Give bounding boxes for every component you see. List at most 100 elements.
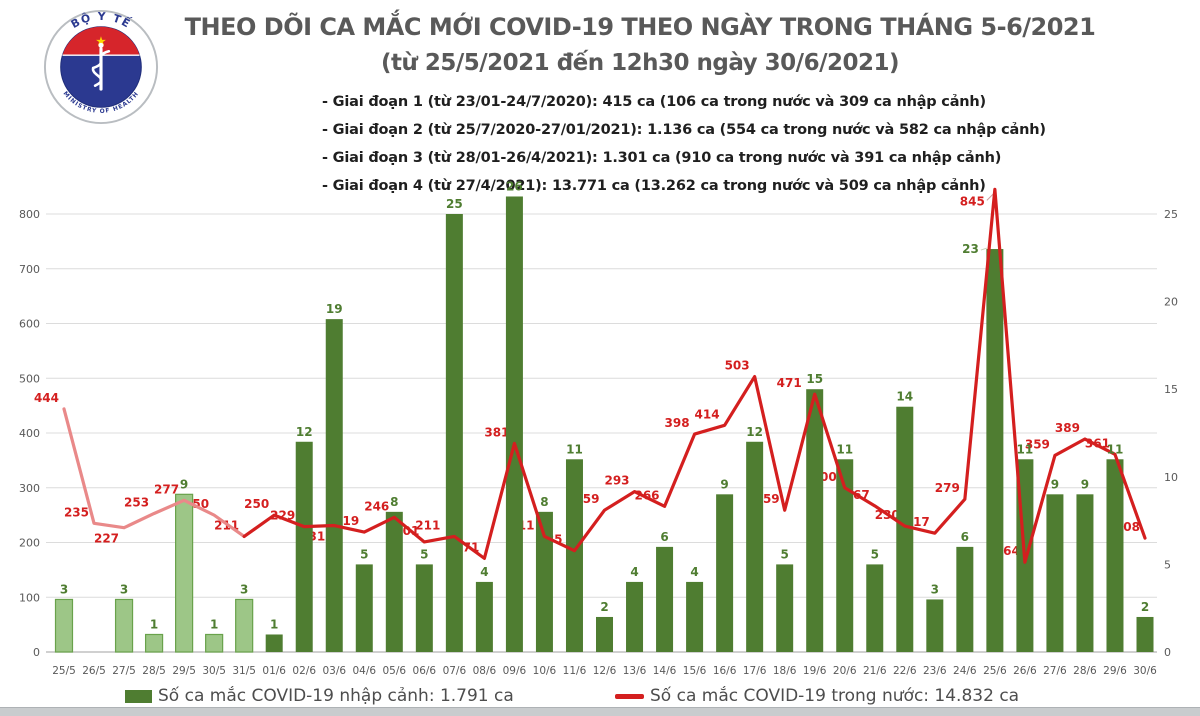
bar-value-label: 9 xyxy=(720,477,728,491)
line-value-label: 293 xyxy=(604,474,629,488)
bar-value-label: 3 xyxy=(120,582,128,596)
x-axis-date-label: 02/6 xyxy=(292,665,316,677)
bar-value-label: 11 xyxy=(1107,442,1124,456)
x-axis-date-label: 01/6 xyxy=(262,665,286,677)
bar xyxy=(175,493,194,653)
bar xyxy=(986,249,1004,653)
x-axis-date-label: 17/6 xyxy=(743,665,767,677)
phase-summary-list: - Giai đoạn 1 (từ 23/01-24/7/2020): 415 … xyxy=(322,88,1046,200)
bar-value-label: 8 xyxy=(540,495,548,509)
legend-line-dash xyxy=(615,693,644,699)
bar xyxy=(1106,459,1124,652)
left-axis-tick-label: 500 xyxy=(19,372,40,385)
bar-value-label: 2 xyxy=(600,600,608,614)
line-value-label: 845 xyxy=(960,194,985,208)
bar xyxy=(596,616,614,652)
line-value-label: 359 xyxy=(1025,437,1050,451)
bar-value-label: 9 xyxy=(1081,477,1089,491)
x-axis-date-label: 24/6 xyxy=(953,665,977,677)
bar xyxy=(385,511,403,652)
x-axis-date-label: 18/6 xyxy=(773,665,797,677)
bar-value-label: 9 xyxy=(180,477,188,491)
bar-value-label: 23 xyxy=(962,242,979,256)
bar xyxy=(926,599,944,652)
line-value-label: 503 xyxy=(725,359,750,373)
x-axis-date-label: 20/6 xyxy=(833,665,857,677)
bar-value-label: 12 xyxy=(296,425,313,439)
right-axis-tick-label: 10 xyxy=(1164,471,1178,484)
phase-2-line: - Giai đoạn 2 (từ 25/7/2020-27/01/2021):… xyxy=(322,122,1046,138)
x-axis-date-label: 14/6 xyxy=(653,665,677,677)
left-axis-tick-label: 400 xyxy=(19,427,40,440)
bar xyxy=(1136,616,1154,652)
legend-domestic-cases: Số ca mắc COVID-19 trong nước: 14.832 ca xyxy=(615,686,1019,706)
x-axis-date-label: 26/5 xyxy=(82,665,106,677)
label-leader-line xyxy=(980,247,988,251)
bar xyxy=(265,634,283,652)
line-value-label: 266 xyxy=(634,488,659,502)
bar-value-label: 5 xyxy=(780,547,788,561)
ministry-of-health-logo: ★ BỘ Y TẾ MINISTRY OF HEALTH xyxy=(43,10,159,125)
bar xyxy=(505,196,523,653)
bar-value-label: 25 xyxy=(446,197,463,211)
bar-value-label: 1 xyxy=(150,617,158,631)
bar-value-label: 5 xyxy=(420,547,428,561)
x-axis-date-label: 11/6 xyxy=(563,665,587,677)
bar xyxy=(445,214,463,652)
bar xyxy=(956,546,974,652)
bar xyxy=(746,441,764,652)
bar xyxy=(1076,494,1094,652)
left-axis-tick-label: 700 xyxy=(19,263,40,276)
line-value-label: 398 xyxy=(665,416,690,430)
bar-value-label: 1 xyxy=(210,617,218,631)
label-leader-line xyxy=(986,193,995,201)
bar xyxy=(1046,494,1064,652)
bar-value-label: 26 xyxy=(506,179,523,193)
x-axis-date-label: 27/5 xyxy=(112,665,136,677)
line-value-label: 414 xyxy=(695,407,720,421)
x-axis-date-label: 16/6 xyxy=(713,665,737,677)
bar xyxy=(114,598,134,653)
x-axis-date-label: 22/6 xyxy=(893,665,917,677)
x-axis-date-label: 07/6 xyxy=(443,665,467,677)
bar xyxy=(656,546,674,652)
bar xyxy=(896,406,914,652)
bar xyxy=(776,564,794,652)
bar xyxy=(866,564,884,652)
right-axis-tick-label: 5 xyxy=(1164,558,1171,571)
page-subtitle: (từ 25/5/2021 đến 12h30 ngày 30/6/2021) xyxy=(380,50,900,76)
bar xyxy=(355,564,373,652)
left-axis-tick-label: 200 xyxy=(19,537,40,550)
line-value-label: 227 xyxy=(94,532,119,546)
bar xyxy=(54,598,74,653)
left-axis-tick-label: 100 xyxy=(19,591,40,604)
x-axis-date-label: 25/6 xyxy=(983,665,1007,677)
logo-snake-icon xyxy=(91,49,111,87)
bar-value-label: 11 xyxy=(836,442,853,456)
phase-3-line: - Giai đoạn 3 (từ 28/01-26/4/2021): 1.30… xyxy=(322,150,1002,166)
x-axis-date-label: 03/6 xyxy=(322,665,346,677)
line-value-label: 389 xyxy=(1055,421,1080,435)
star-icon: ★ xyxy=(95,34,106,49)
line-value-label: 279 xyxy=(935,481,960,495)
x-axis-date-label: 29/5 xyxy=(172,665,196,677)
x-axis-date-label: 09/6 xyxy=(503,665,527,677)
bar xyxy=(295,441,313,652)
domestic-cases-line-june xyxy=(242,187,1147,564)
bar-value-label: 3 xyxy=(240,582,248,596)
legend-domestic-label: Số ca mắc COVID-19 trong nước: 14.832 ca xyxy=(650,686,1020,706)
left-axis-tick-label: 0 xyxy=(33,646,40,659)
bar-value-label: 1 xyxy=(270,617,278,631)
line-value-label: 211 xyxy=(415,518,440,532)
bar-value-label: 12 xyxy=(746,425,763,439)
logo-staff-head xyxy=(98,42,104,48)
x-axis-date-label: 27/6 xyxy=(1043,665,1067,677)
line-value-label: 381 xyxy=(484,425,509,439)
page-title: THEO DÕI CA MẮC MỚI COVID-19 THEO NGÀY T… xyxy=(184,13,1096,41)
x-axis-date-label: 13/6 xyxy=(623,665,647,677)
x-axis-date-label: 23/6 xyxy=(923,665,947,677)
bar-value-label: 15 xyxy=(806,372,823,386)
bar xyxy=(836,459,854,652)
bar-value-label: 6 xyxy=(961,530,969,544)
bar-value-label: 3 xyxy=(60,582,68,596)
